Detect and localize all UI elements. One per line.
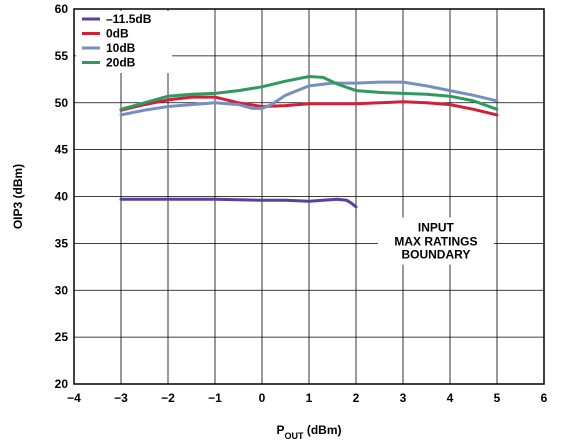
- x-axis-label-sub: OUT: [285, 431, 305, 441]
- x-tick-label: 3: [400, 391, 407, 405]
- x-tick-label: −3: [114, 391, 128, 405]
- legend-label: 0dB: [106, 27, 129, 41]
- y-tick-label: 55: [55, 49, 69, 63]
- y-tick-label: 45: [55, 143, 69, 157]
- chart-grid: [74, 9, 544, 384]
- x-tick-label: 5: [494, 391, 501, 405]
- x-axis-label: POUT (dBm): [276, 423, 341, 441]
- x-axis-label-rest: (dBm): [304, 423, 342, 437]
- legend-label: –11.5dB: [106, 12, 152, 26]
- y-axis-label: OIP3 (dBm): [11, 164, 25, 229]
- annotation-background: [377, 217, 494, 265]
- x-tick-label: 2: [353, 391, 360, 405]
- y-axis-ticks: 20 25 30 35 40 45 50 55 60: [55, 2, 69, 391]
- y-tick-label: 30: [55, 283, 69, 297]
- annotation-line-2: MAX RATINGS: [394, 235, 477, 249]
- legend-label: 20dB: [106, 56, 136, 70]
- x-tick-label: −1: [208, 391, 222, 405]
- plot-area-frame: [73, 8, 545, 385]
- annotation-line-1: INPUT: [418, 220, 455, 234]
- x-tick-label: 4: [447, 391, 454, 405]
- x-axis-ticks: −4 −3 −2 −1 0 1 2 3 4 5 6: [67, 391, 548, 405]
- x-tick-label: 1: [306, 391, 313, 405]
- y-tick-label: 40: [55, 190, 69, 204]
- y-tick-label: 20: [55, 377, 69, 391]
- x-tick-label: −2: [161, 391, 175, 405]
- series-line-2: [119, 95, 499, 117]
- series-line-3: [119, 80, 499, 117]
- legend-label: 10dB: [106, 41, 136, 55]
- series-lines: [119, 75, 499, 209]
- y-tick-label: 60: [55, 2, 69, 16]
- x-axis-label-main: P: [276, 423, 284, 437]
- y-tick-label: 35: [55, 236, 69, 250]
- y-tick-label: 50: [55, 96, 69, 110]
- annotation-line-3: BOUNDARY: [401, 248, 470, 262]
- annotation: INPUT MAX RATINGS BOUNDARY: [377, 217, 494, 265]
- x-tick-label: −4: [67, 391, 81, 405]
- series-line-4: [119, 75, 499, 111]
- x-tick-label: 6: [541, 391, 548, 405]
- y-tick-label: 25: [55, 330, 69, 344]
- x-tick-label: 0: [259, 391, 266, 405]
- series-line-1: [119, 197, 358, 209]
